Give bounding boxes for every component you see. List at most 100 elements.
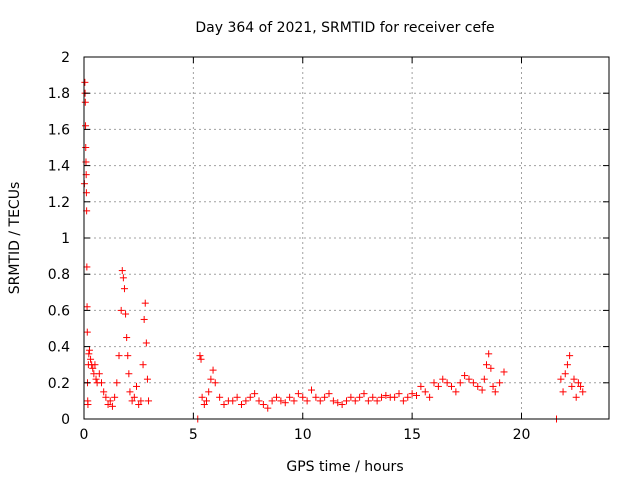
data-point [128, 397, 136, 405]
y-tick-label: 0.2 [48, 376, 70, 392]
data-point [255, 397, 263, 405]
data-points [80, 78, 587, 423]
data-point [413, 391, 420, 399]
data-point [294, 390, 302, 398]
x-tick-label: 0 [80, 427, 89, 443]
data-point [434, 382, 442, 390]
data-point [82, 122, 90, 130]
y-tick-label: 1.6 [48, 122, 70, 138]
data-point [104, 401, 112, 409]
data-point [559, 388, 567, 396]
data-point [474, 382, 482, 390]
data-point [220, 401, 228, 409]
x-tick-label: 20 [513, 427, 531, 443]
data-point [347, 393, 355, 401]
data-point [118, 267, 126, 275]
y-tick-label: 0 [61, 412, 70, 428]
data-point [570, 375, 578, 383]
data-point [452, 388, 460, 396]
data-point [102, 393, 110, 401]
data-point [133, 382, 140, 390]
data-point [143, 375, 151, 383]
data-point [351, 397, 359, 405]
data-point [566, 352, 574, 360]
data-point [216, 393, 224, 401]
data-point [84, 401, 92, 409]
data-point [122, 310, 130, 318]
data-point [487, 364, 495, 372]
data-point [87, 355, 95, 363]
data-point [229, 397, 237, 405]
data-point [81, 78, 89, 86]
data-point [491, 388, 499, 396]
data-point [382, 391, 390, 399]
data-point [117, 306, 125, 314]
x-tick-label: 15 [403, 427, 421, 443]
data-point [312, 393, 320, 401]
data-point [203, 397, 210, 405]
data-point [120, 285, 128, 293]
data-point [124, 352, 132, 360]
data-point [205, 388, 213, 396]
data-point [439, 375, 447, 383]
data-point [95, 370, 103, 378]
data-point [557, 375, 565, 383]
data-point [321, 393, 329, 401]
data-point [443, 379, 451, 387]
data-point [108, 402, 116, 410]
data-point [238, 401, 245, 409]
y-tick-label: 1.8 [48, 86, 70, 102]
y-tick-label: 1 [61, 231, 70, 247]
data-point [113, 379, 121, 387]
data-point [123, 334, 131, 342]
data-point [115, 352, 123, 360]
data-point [83, 303, 91, 311]
data-point [111, 393, 119, 401]
data-point [461, 372, 469, 380]
data-point [325, 390, 333, 398]
data-point [198, 393, 206, 401]
data-point [489, 382, 497, 390]
y-tick-labels: 0 0.2 0.4 0.6 0.8 1 1.2 1.4 1.6 1.8 2 [48, 50, 70, 428]
data-point [211, 379, 219, 387]
data-point [141, 299, 149, 307]
data-point [259, 401, 267, 409]
data-point [277, 397, 285, 405]
x-tick-label: 5 [189, 427, 198, 443]
data-point [480, 375, 488, 383]
data-point [574, 379, 582, 387]
data-point [483, 361, 490, 369]
data-point [343, 397, 350, 405]
data-point [126, 388, 134, 396]
data-point [83, 263, 91, 271]
y-tick-label: 2 [61, 50, 70, 66]
data-point [139, 361, 147, 369]
y-tick-label: 1.4 [48, 159, 70, 175]
data-point [135, 401, 143, 409]
data-point [404, 393, 412, 401]
data-point [360, 390, 368, 398]
data-point [246, 393, 254, 401]
data-point [89, 364, 97, 372]
data-point [92, 375, 100, 383]
data-point [303, 397, 311, 405]
y-tick-label: 1.2 [48, 195, 70, 211]
data-point [338, 401, 346, 409]
data-point [242, 397, 250, 405]
data-point [496, 379, 504, 387]
data-point [130, 393, 138, 401]
data-point [125, 370, 133, 378]
data-point [196, 352, 204, 360]
data-point [98, 379, 105, 387]
data-point [561, 370, 569, 378]
data-point [119, 274, 127, 282]
data-point [579, 388, 587, 396]
data-point [334, 399, 342, 407]
data-point [391, 393, 399, 401]
data-point [91, 361, 99, 369]
data-point [82, 144, 90, 151]
data-point [209, 366, 217, 374]
data-point [251, 390, 259, 398]
